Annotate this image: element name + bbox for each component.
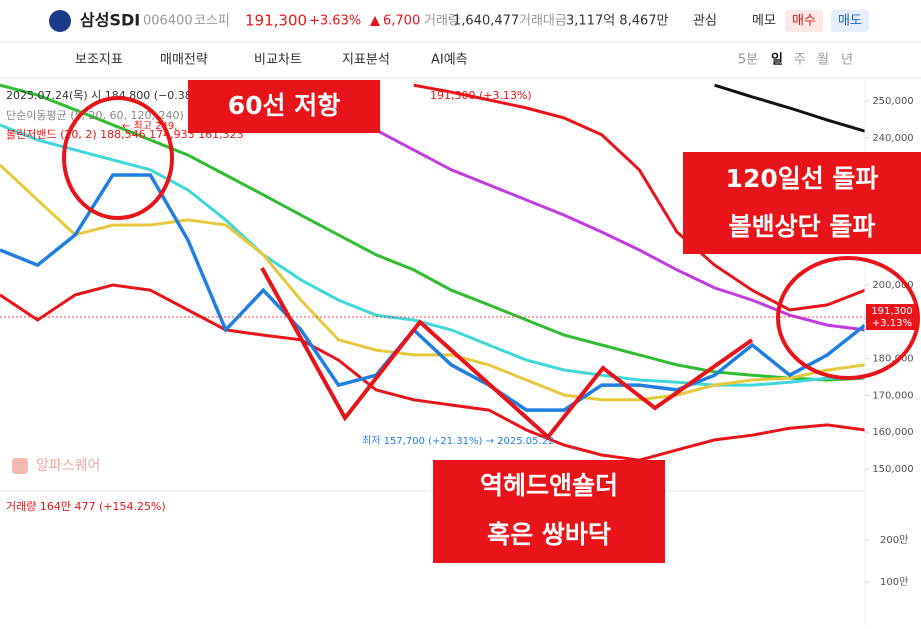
sell-button[interactable] bbox=[831, 10, 869, 32]
stock-code: 006400 bbox=[143, 14, 193, 29]
stock-name: 삼성SDI bbox=[80, 11, 140, 30]
buy-button[interactable] bbox=[785, 10, 823, 32]
toolbar-item[interactable]: 보조지표 bbox=[75, 53, 123, 68]
period[interactable]: 월 bbox=[817, 53, 829, 68]
watermark-icon bbox=[12, 458, 28, 474]
sell[interactable]: 매도 bbox=[838, 14, 862, 29]
series-line bbox=[413, 83, 866, 312]
toolbar-item[interactable]: AI예측 bbox=[431, 53, 468, 68]
annotation: 혹은 쌍바닥 bbox=[487, 520, 611, 549]
legend-line: 단순이동평균 (5, 20, 60, 120, 240) bbox=[6, 109, 184, 122]
y-tick-label: 200,000 bbox=[872, 280, 913, 291]
watermark: 알파스퀘어 bbox=[36, 458, 100, 474]
change: 6,700 bbox=[383, 14, 420, 29]
y-tick-label: 180,000 bbox=[872, 354, 913, 365]
annotation: 역헤드앤숄더 bbox=[480, 471, 618, 500]
y-tick-label: 160,000 bbox=[872, 427, 913, 438]
amount: 3,117억 8,467만 bbox=[566, 14, 669, 29]
period[interactable]: 5분 bbox=[738, 53, 758, 68]
toolbar-item[interactable]: 지표분석 bbox=[342, 53, 390, 68]
y-tick-label: 170,000 bbox=[872, 390, 913, 401]
series-line bbox=[0, 283, 866, 462]
legend-line: 191,300 (+3.13%) bbox=[430, 89, 532, 102]
change-pct: +3.63% bbox=[309, 14, 361, 29]
volume: 1,640,477 bbox=[453, 14, 519, 29]
header-bar bbox=[0, 0, 921, 42]
watch[interactable]: 관심 bbox=[693, 14, 717, 29]
toolbar-item[interactable]: 비교차트 bbox=[254, 53, 302, 68]
legend-line: 2025.07.24(목) 시 184,800 (−0.38%) bbox=[6, 89, 207, 102]
y-tick-label: 250,000 bbox=[872, 96, 913, 107]
market: 코스피 bbox=[194, 14, 230, 29]
price: 191,300 bbox=[245, 12, 307, 30]
y-tick-label: 150,000 bbox=[872, 464, 913, 475]
annotation: 60선 저항 bbox=[228, 91, 341, 120]
series-line bbox=[0, 173, 867, 412]
series-line bbox=[0, 163, 866, 402]
memo[interactable]: 메모 bbox=[752, 14, 776, 29]
volume-label: 거래량 bbox=[424, 14, 460, 29]
amount-label: 거래대금 bbox=[519, 14, 567, 29]
series-line bbox=[0, 83, 866, 382]
price-tag: 191,300 bbox=[871, 306, 912, 317]
volume-tick-label: 200만 bbox=[880, 534, 908, 546]
logo bbox=[49, 10, 71, 32]
period[interactable]: 일 bbox=[771, 53, 783, 68]
series-line bbox=[714, 83, 866, 133]
buy[interactable]: 매수 bbox=[792, 14, 816, 29]
annotation: 120일선 돌파 bbox=[726, 164, 879, 193]
period[interactable]: 년 bbox=[841, 53, 853, 68]
toolbar-item[interactable]: 매매전략 bbox=[160, 53, 208, 68]
volume-tick-label: 100만 bbox=[880, 576, 908, 588]
price-tag-change: +3.13% bbox=[872, 318, 912, 329]
price-tag-box bbox=[866, 304, 918, 331]
period[interactable]: 주 bbox=[794, 53, 806, 68]
annotation: 볼밴상단 돌파 bbox=[729, 212, 876, 241]
low-label: 최저 157,700 (+21.31%) → 2025.05.22 bbox=[362, 435, 554, 447]
volume-title: 거래량 164만 477 (+154.25%) bbox=[6, 500, 166, 513]
y-tick-label: 240,000 bbox=[872, 133, 913, 144]
high-label: ← 최고 249, bbox=[122, 120, 177, 132]
